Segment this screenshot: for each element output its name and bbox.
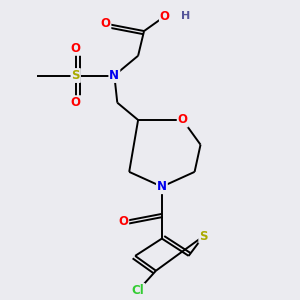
Text: O: O <box>71 96 81 109</box>
Text: Cl: Cl <box>132 284 145 297</box>
Text: H: H <box>181 11 190 21</box>
Text: S: S <box>199 230 208 243</box>
Text: O: O <box>71 42 81 55</box>
Text: S: S <box>71 69 80 82</box>
Text: O: O <box>178 113 188 127</box>
Text: N: N <box>157 180 167 193</box>
Text: O: O <box>160 10 170 23</box>
Text: N: N <box>109 69 119 82</box>
Text: O: O <box>100 17 110 30</box>
Text: O: O <box>118 215 128 228</box>
